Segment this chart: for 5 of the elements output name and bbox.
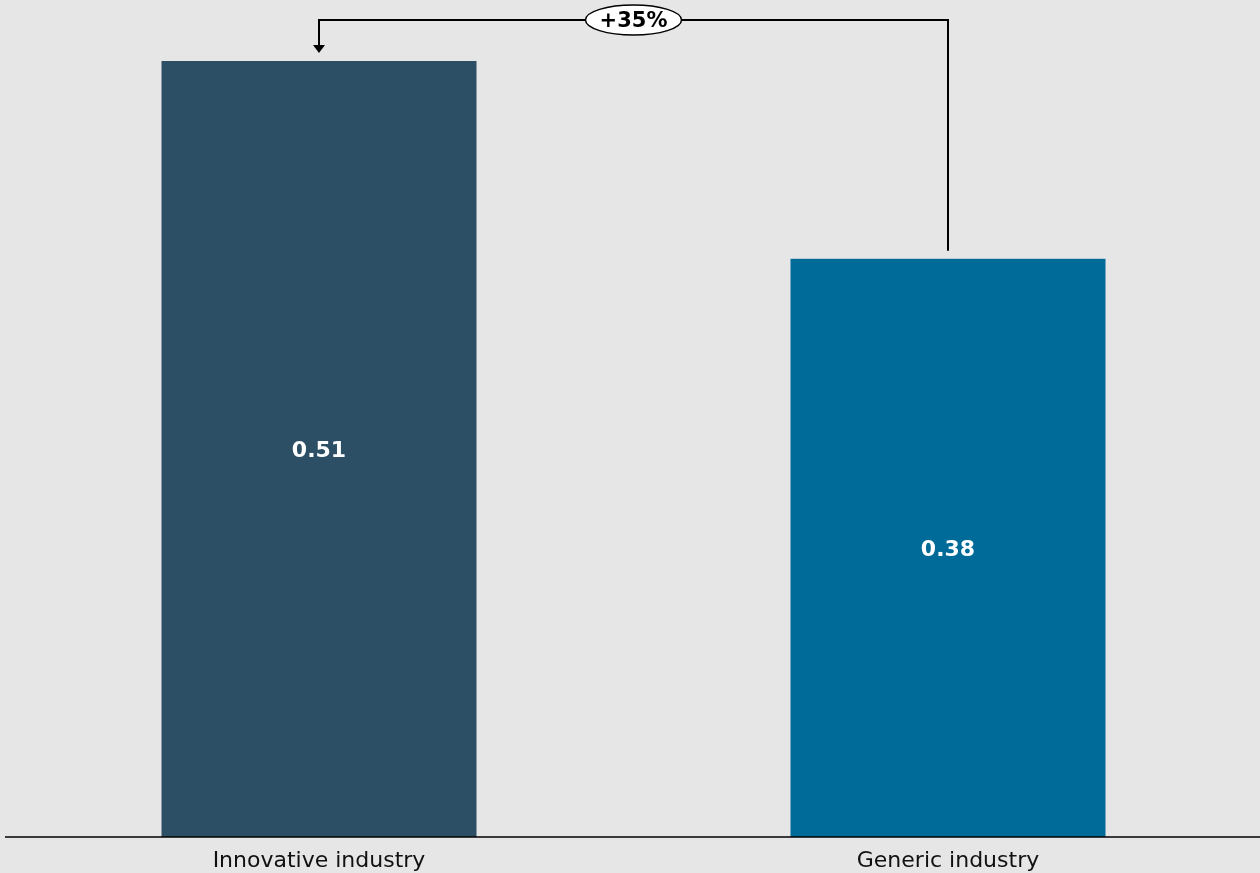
text: +35% — [599, 8, 668, 33]
x-tick-label: Innovative industry — [212, 847, 426, 872]
data-label: 0.38 — [920, 535, 976, 561]
x-tick-label: Generic industry — [856, 847, 1040, 872]
data-label: 0.51 — [291, 436, 347, 462]
